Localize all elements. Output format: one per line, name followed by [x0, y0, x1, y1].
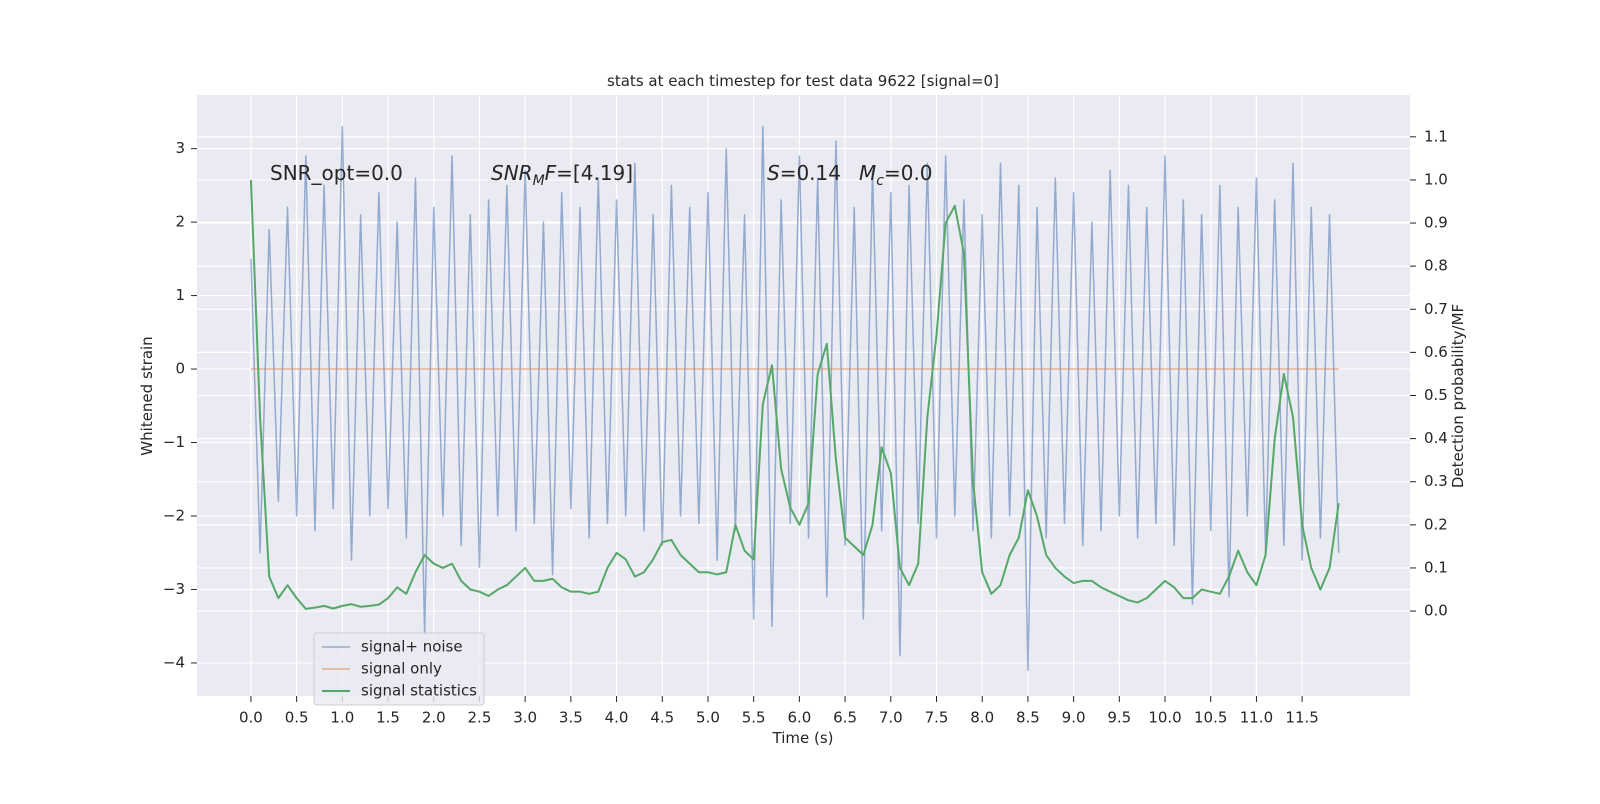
y2-tick-label: 0.4 [1424, 429, 1448, 447]
x-tick-label: 2.5 [468, 709, 492, 727]
y2-tick-label: 0.2 [1424, 515, 1448, 533]
y-axis-label: Whitened strain [138, 336, 156, 455]
x-tick-label: 3.0 [513, 709, 537, 727]
annotation-part: M [859, 161, 876, 185]
x-tick-label: 6.0 [787, 709, 811, 727]
y2-tick-label: 0.3 [1424, 472, 1448, 490]
legend-label: signal statistics [361, 682, 477, 700]
x-tick-label: 1.5 [376, 709, 400, 727]
y2-tick-label: 0.6 [1424, 343, 1448, 361]
y2-tick-label: 0.8 [1424, 257, 1448, 275]
x-tick-label: 11.0 [1240, 709, 1273, 727]
y-tick-label: 2 [175, 213, 185, 231]
annotation: Mc=0.0 [859, 161, 933, 189]
y-tick-label: 1 [175, 286, 185, 304]
y-tick-label: −4 [163, 653, 185, 671]
annotation-part: S [767, 161, 780, 185]
y2-axis-label: Detection probability/MF [1449, 304, 1467, 488]
annotation: S=0.14 [767, 161, 841, 185]
y2-tick-label: 1.0 [1424, 170, 1448, 188]
annotation-part: c [876, 173, 884, 189]
x-tick-label: 6.5 [833, 709, 857, 727]
x-tick-label: 2.0 [422, 709, 446, 727]
chart-title: stats at each timestep for test data 962… [607, 72, 999, 90]
x-axis-label: Time (s) [772, 729, 834, 747]
x-tick-label: 10.0 [1148, 709, 1181, 727]
y2-tick-label: 1.1 [1424, 127, 1448, 145]
ticks: 0.0 0.5 1.0 1.5 2.0 2.5 3.0 3.5 4.0 4.5 5.0 5.5 6.0 6… [163, 127, 1448, 726]
y-tick-label: −2 [163, 506, 185, 524]
annotation: SNRMF=[4.19] [491, 161, 633, 189]
annotation-part: =0.14 [780, 161, 841, 185]
legend: signal+ noise signal only signal statistic… [313, 632, 485, 706]
x-tick-label: 3.5 [559, 709, 583, 727]
y-tick-label: −1 [163, 433, 185, 451]
x-tick-label: 0.5 [285, 709, 309, 727]
annotation: SNR_opt=0.0 [270, 161, 403, 185]
y2-tick-label: 0.5 [1424, 386, 1448, 404]
lines [249, 125, 1340, 672]
x-tick-label: 8.0 [970, 709, 994, 727]
x-tick-label: 5.5 [742, 709, 766, 727]
y2-tick-label: 0.1 [1424, 558, 1448, 576]
x-tick-label: 1.0 [330, 709, 354, 727]
series-line [249, 179, 1340, 610]
x-tick-label: 4.5 [650, 709, 674, 727]
annotation-part: SNR [491, 161, 533, 185]
x-tick-label: 4.0 [605, 709, 629, 727]
y2-tick-label: 0.9 [1424, 214, 1448, 232]
x-tick-label: 7.0 [879, 709, 903, 727]
legend-box [313, 632, 485, 706]
series-line [250, 125, 1340, 672]
annotation-part: F [545, 161, 557, 185]
x-tick-label: 9.5 [1107, 709, 1131, 727]
legend-label: signal only [361, 660, 442, 678]
annotation-part: M [533, 173, 545, 189]
y-tick-label: 0 [175, 360, 185, 378]
x-tick-label: 8.5 [1016, 709, 1040, 727]
legend-label: signal+ noise [361, 638, 463, 656]
annotation-part: =[4.19] [556, 161, 633, 185]
x-tick-label: 7.5 [925, 709, 949, 727]
y2-tick-label: 0.7 [1424, 300, 1448, 318]
x-tick-label: 10.5 [1194, 709, 1227, 727]
x-tick-label: 5.0 [696, 709, 720, 727]
x-tick-label: 0.0 [239, 709, 263, 727]
y2-tick-label: 0.0 [1424, 602, 1448, 620]
x-tick-label: 11.5 [1285, 709, 1318, 727]
y-tick-label: −3 [163, 580, 185, 598]
x-tick-label: 9.0 [1062, 709, 1086, 727]
annotation-part: =0.0 [884, 161, 933, 185]
y-tick-label: 3 [175, 139, 185, 157]
